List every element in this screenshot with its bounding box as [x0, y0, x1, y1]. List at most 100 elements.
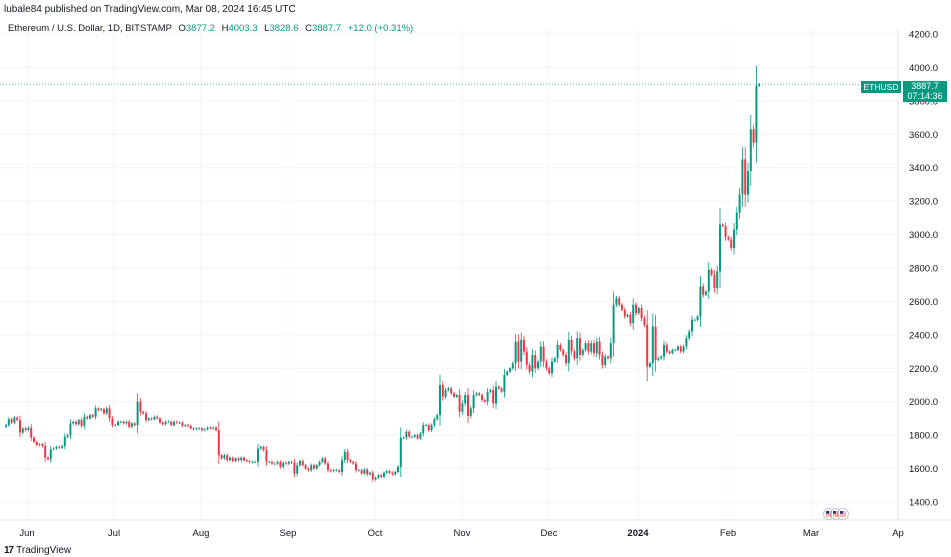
candle-body: [514, 341, 517, 364]
candle-body: [511, 363, 514, 369]
candle-body: [173, 421, 175, 426]
candle-body: [455, 395, 458, 397]
candle-body: [607, 356, 609, 359]
candle-body: [100, 409, 103, 411]
candle-body: [27, 427, 30, 431]
candle-body: [458, 395, 461, 412]
candle-body: [240, 457, 243, 461]
candle-body: [343, 451, 346, 461]
candle-body: [654, 326, 657, 360]
candle-body: [450, 388, 453, 394]
candle-body: [125, 421, 128, 424]
candle-body: [217, 430, 220, 456]
candle-body: [58, 446, 61, 448]
candle-body: [679, 346, 682, 352]
high-value: 4003.3: [228, 23, 258, 34]
candle-body: [153, 416, 156, 420]
candle-body: [47, 457, 49, 460]
candle-body: [534, 354, 537, 369]
candle-body: [495, 386, 497, 404]
candle-body: [313, 465, 315, 469]
candle-body: [156, 416, 159, 419]
candle-body: [371, 472, 374, 480]
candle-body: [159, 418, 161, 423]
candle-body: [528, 364, 531, 372]
candle-body: [139, 401, 142, 412]
candle-body: [660, 356, 663, 359]
candle-body: [509, 368, 511, 372]
candle-body: [229, 457, 231, 461]
candle-body: [329, 470, 332, 472]
candle-body: [621, 304, 623, 310]
candle-body: [192, 428, 195, 430]
candle-body: [77, 420, 80, 425]
candle-body: [206, 427, 209, 430]
candle-body: [324, 458, 327, 464]
candle-body: [327, 463, 329, 471]
candle-body: [433, 419, 436, 426]
tradingview-logo[interactable]: 17 TradingView: [4, 545, 71, 556]
candle-body: [604, 356, 607, 365]
candles: [5, 65, 761, 482]
candle-body: [724, 226, 727, 238]
candle-body: [310, 465, 313, 471]
candle-body: [355, 463, 357, 471]
candle-body: [189, 425, 192, 429]
x-tick-label: Sep: [280, 528, 297, 539]
candle-body: [453, 393, 455, 397]
candle-body: [346, 451, 349, 461]
last-price-value: 3887.7: [911, 81, 939, 91]
candle-body: [439, 385, 441, 416]
candle-body: [388, 471, 391, 473]
candle-body: [461, 403, 464, 412]
candle-body: [598, 341, 601, 355]
candle-body: [366, 469, 369, 475]
candle-body: [44, 446, 47, 458]
candle-body: [525, 351, 528, 365]
candle-body: [178, 422, 181, 424]
candle-body: [688, 331, 691, 339]
candle-body: [122, 421, 125, 424]
candle-body: [332, 470, 335, 472]
candle-body: [705, 291, 707, 295]
high-label: H: [221, 23, 229, 34]
candle-body: [752, 129, 755, 143]
candle-body: [262, 446, 265, 451]
candle-body: [713, 274, 716, 289]
candle-body: [5, 425, 7, 427]
candle-body: [618, 298, 621, 305]
candle-body: [276, 461, 279, 464]
candle-body: [304, 465, 307, 469]
candle-body: [234, 458, 237, 462]
candle-body: [86, 416, 89, 419]
candle-body: [195, 428, 198, 430]
candle-body: [559, 344, 562, 350]
candle-body: [35, 441, 38, 446]
candle-body: [285, 462, 287, 464]
candle-body: [265, 450, 268, 462]
candle-body: [301, 461, 304, 466]
candle-body: [399, 437, 402, 467]
candle-body: [248, 461, 251, 462]
candle-body: [7, 419, 10, 426]
candle-body: [131, 423, 133, 427]
candle-body: [556, 344, 559, 359]
candle-body: [273, 463, 276, 465]
last-price-tag: 3887.7 07:14:36: [903, 81, 947, 102]
candle-body: [385, 471, 388, 473]
candle-body: [489, 390, 492, 392]
y-tick-label: 1400.0: [909, 498, 938, 509]
candle-body: [635, 304, 637, 314]
candle-body: [307, 468, 310, 471]
y-tick-label: 1600.0: [909, 464, 938, 475]
candle-body: [517, 341, 520, 362]
candle-body: [612, 304, 615, 344]
candle-body: [520, 339, 523, 362]
x-tick-label: Nov: [454, 528, 471, 539]
candle-body: [623, 309, 626, 317]
candle-body: [268, 461, 271, 463]
candle-body: [696, 316, 699, 320]
candle-body: [338, 470, 341, 472]
candle-body: [111, 418, 114, 426]
